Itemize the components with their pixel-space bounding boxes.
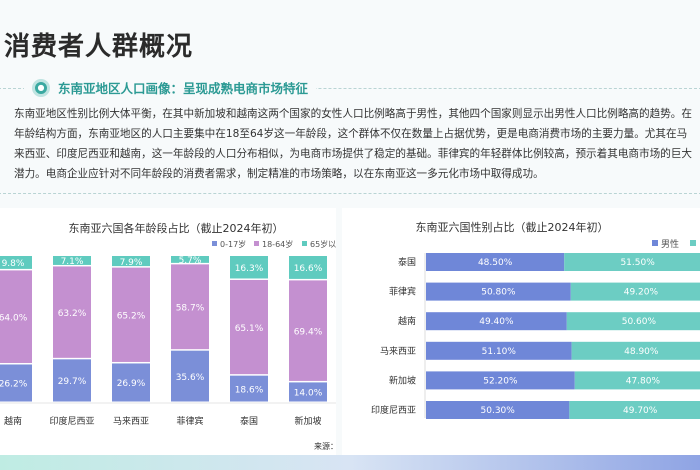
data-label: 26.2% bbox=[0, 380, 28, 390]
data-label: 51.50% bbox=[620, 258, 655, 268]
category-label: 菲律宾 bbox=[176, 415, 203, 427]
data-label: 49.20% bbox=[624, 288, 659, 298]
bar-segment bbox=[112, 267, 150, 362]
data-label: 49.70% bbox=[623, 406, 658, 416]
bar-segment bbox=[289, 256, 327, 279]
category-label: 越南 bbox=[398, 315, 416, 327]
category-label: 新加坡 bbox=[294, 415, 321, 427]
data-label: 69.4% bbox=[294, 327, 323, 337]
bar-segment bbox=[230, 279, 268, 375]
bar-segment bbox=[426, 253, 565, 271]
bar-segment bbox=[574, 371, 700, 390]
bar-segment bbox=[571, 341, 700, 360]
legend-swatch bbox=[652, 240, 658, 246]
data-label: 65.2% bbox=[117, 312, 146, 322]
section-paragraph: 东南亚地区性别比例大体平衡，在其中新加坡和越南这两个国家的女性人口比例略高于男性… bbox=[14, 108, 692, 180]
data-label: 51.10% bbox=[482, 347, 517, 357]
category-label: 越南 bbox=[4, 415, 22, 427]
data-label: 9.8% bbox=[2, 259, 25, 269]
bar-segment bbox=[112, 256, 150, 267]
chart-title: 东南亚六国性别占比（截止2024年初） bbox=[416, 220, 609, 234]
data-label: 5.7% bbox=[179, 256, 202, 266]
bar-segment bbox=[0, 270, 32, 363]
data-label: 50.30% bbox=[481, 406, 516, 416]
bar-segment bbox=[564, 253, 700, 271]
section-heading-text: 东南亚地区人口画像：呈现成熟电商市场特征 bbox=[58, 81, 309, 96]
category-label: 新加坡 bbox=[389, 374, 416, 386]
data-label: 63.2% bbox=[58, 309, 87, 319]
bar-segment bbox=[0, 364, 32, 402]
data-label: 47.80% bbox=[626, 376, 661, 386]
globe-icon: ● bbox=[32, 78, 50, 97]
legend-swatch bbox=[690, 240, 696, 246]
data-label: 29.7% bbox=[58, 377, 87, 387]
category-label: 泰国 bbox=[240, 415, 258, 427]
data-label: 64.0% bbox=[0, 313, 28, 323]
bar-segment bbox=[171, 350, 209, 402]
chart-title: 东南亚六国各年龄段占比（截止2024年初） bbox=[69, 221, 284, 235]
bar-segment bbox=[53, 359, 91, 402]
data-label: 7.1% bbox=[61, 257, 84, 267]
data-label: 58.7% bbox=[176, 304, 205, 314]
legend-label: 0-17岁 bbox=[220, 239, 246, 249]
category-label: 印度尼西亚 bbox=[371, 404, 416, 416]
bar-segment bbox=[230, 375, 268, 402]
data-label: 16.3% bbox=[235, 264, 264, 274]
category-label: 马来西亚 bbox=[380, 346, 416, 357]
age-chart-panel: 东南亚六国各年龄段占比（截止2024年初） 0-17岁 18-64岁 65岁以上 26.… bbox=[0, 208, 336, 458]
legend-label: 65岁以上 bbox=[310, 239, 336, 249]
bar-segment bbox=[426, 312, 567, 331]
bar-segment bbox=[426, 341, 572, 360]
bar-segment bbox=[53, 266, 91, 358]
bar-segment bbox=[0, 256, 32, 269]
bar-segment bbox=[112, 363, 150, 402]
data-label: 48.50% bbox=[478, 258, 513, 268]
data-label: 65.1% bbox=[235, 324, 264, 334]
data-label: 26.9% bbox=[117, 379, 146, 389]
footer-strip bbox=[0, 455, 700, 470]
bar-segment bbox=[53, 256, 91, 265]
category-label: 印度尼西亚 bbox=[49, 415, 94, 427]
section-box bbox=[0, 88, 700, 194]
data-label: 35.6% bbox=[176, 373, 205, 383]
legend-label: 男性 bbox=[661, 238, 679, 250]
age-chart: 东南亚六国各年龄段占比（截止2024年初） 0-17岁 18-64岁 65岁以上 26.… bbox=[0, 221, 336, 451]
bar-segment bbox=[570, 282, 700, 301]
data-label: 48.90% bbox=[624, 347, 659, 357]
gender-chart-panel: 东南亚六国性别占比（截止2024年初） 男性泰国 48.50% 51.50% 菲律宾 50… bbox=[342, 208, 700, 458]
category-label: 泰国 bbox=[398, 256, 416, 268]
section-heading: ● 东南亚地区人口画像：呈现成熟电商市场特征 bbox=[24, 78, 317, 97]
bar-segment bbox=[171, 264, 209, 350]
data-label: 18.6% bbox=[235, 385, 264, 395]
data-label: 52.20% bbox=[483, 376, 518, 386]
page-title: 消费者人群概况 bbox=[4, 32, 194, 62]
legend-swatch bbox=[302, 241, 307, 246]
bar-segment bbox=[566, 312, 700, 331]
legend-swatch bbox=[254, 241, 259, 246]
category-label: 马来西亚 bbox=[113, 416, 149, 427]
bar-segment bbox=[426, 282, 571, 301]
data-label: 49.40% bbox=[479, 317, 514, 327]
bar-segment bbox=[569, 401, 700, 419]
legend-swatch bbox=[212, 241, 217, 246]
bar-segment bbox=[230, 256, 268, 279]
bar-segment bbox=[426, 401, 570, 419]
category-label: 菲律宾 bbox=[389, 286, 416, 298]
legend-label: 18-64岁 bbox=[262, 239, 293, 249]
bar-segment bbox=[289, 382, 327, 402]
bar-segment bbox=[426, 371, 575, 390]
data-label: 50.60% bbox=[622, 317, 657, 327]
data-label: 16.6% bbox=[294, 264, 323, 274]
data-label: 7.9% bbox=[120, 258, 143, 268]
data-label: 14.0% bbox=[294, 389, 323, 399]
source-text: 来源：Datareportal bbox=[314, 442, 336, 451]
bar-segment bbox=[289, 280, 327, 381]
data-label: 50.80% bbox=[481, 288, 516, 298]
bar-segment bbox=[171, 256, 209, 263]
